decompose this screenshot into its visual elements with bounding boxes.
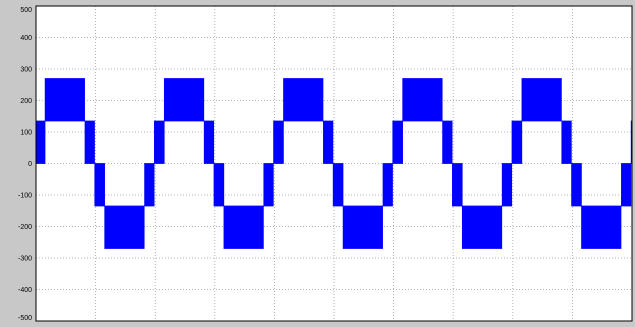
y-tick-label: 400 — [20, 35, 32, 42]
y-tick-label: -100 — [18, 193, 32, 200]
series-trace — [35, 78, 633, 249]
y-tick-label: 500 — [20, 7, 32, 14]
y-tick-label: -200 — [18, 224, 32, 231]
y-axis-ticks: 500 400 300 200 100 0 -100 -200 -300 -400 -500 — [18, 7, 32, 322]
y-tick-label: 300 — [20, 67, 32, 74]
y-tick-label: -300 — [18, 256, 32, 263]
voltage-trace — [35, 78, 633, 249]
plot-frame — [35, 5, 633, 322]
y-tick-label: -400 — [18, 287, 32, 294]
y-tick-label: 200 — [20, 98, 32, 105]
y-tick-label: 100 — [20, 130, 32, 137]
y-tick-label: 0 — [28, 161, 32, 168]
y-tick-label: -500 — [18, 315, 32, 322]
